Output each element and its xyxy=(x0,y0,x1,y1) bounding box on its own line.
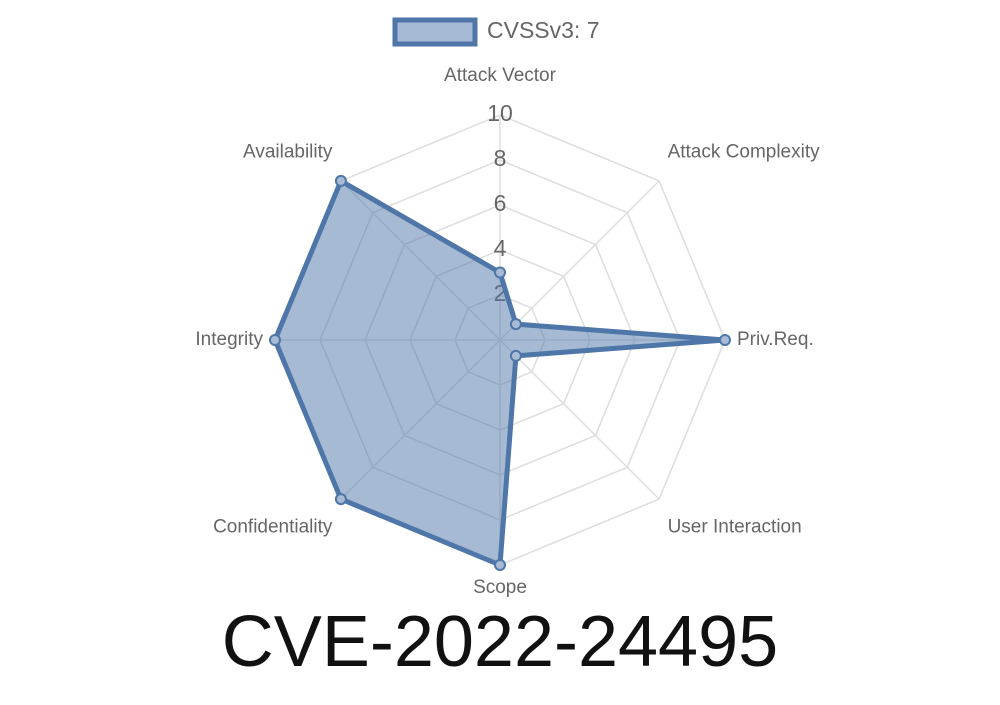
data-point xyxy=(334,174,347,187)
data-point xyxy=(494,559,506,571)
data-point xyxy=(494,266,506,279)
axis-label: Attack Complexity xyxy=(668,141,821,162)
data-point xyxy=(509,349,522,362)
data-point xyxy=(719,334,731,346)
r-tick-label: 6 xyxy=(494,190,507,216)
data-point xyxy=(269,334,281,346)
axis-label: Scope xyxy=(473,577,527,598)
r-tick-label: 10 xyxy=(487,100,513,126)
axis-label: User Interaction xyxy=(668,517,802,538)
axis-label: Confidentiality xyxy=(213,517,333,538)
axis-label: Integrity xyxy=(195,329,263,350)
spoke xyxy=(499,339,660,500)
axis-label: Attack Vector xyxy=(444,65,557,86)
legend-label: CVSSv3: 7 xyxy=(487,17,600,43)
r-tick-label: 8 xyxy=(494,145,507,171)
data-point xyxy=(334,493,347,506)
legend-swatch xyxy=(392,17,478,47)
data-point xyxy=(509,318,522,331)
axis-label: Availability xyxy=(243,141,333,162)
r-tick-label: 4 xyxy=(494,235,507,261)
chart-title: CVE-2022-24495 xyxy=(222,602,778,682)
axis-label: Priv.Req. xyxy=(737,329,814,350)
spoke xyxy=(499,180,660,341)
